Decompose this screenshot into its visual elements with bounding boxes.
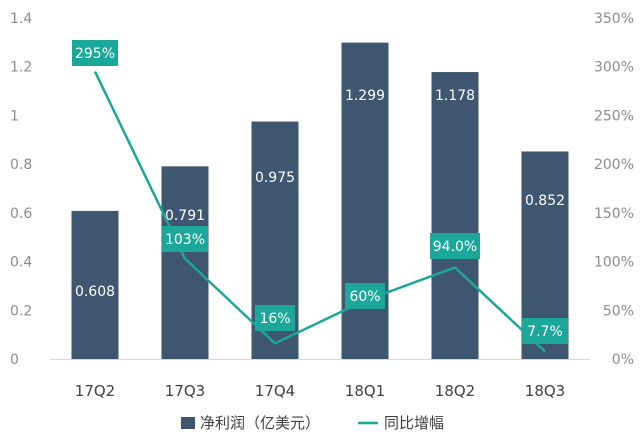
y-right-tick-label: 350% [594,11,634,27]
x-tick-label: 18Q3 [525,382,565,400]
bar-value-label: 0.608 [75,284,115,300]
growth-value-label: 16% [259,311,290,327]
growth-label-box [72,40,118,66]
y-right-tick-label: 100% [594,255,634,271]
y-right-tick-label: 200% [594,157,634,173]
growth-value-label: 60% [349,289,380,305]
legend-line-label: 同比增幅 [384,414,444,432]
legend-bar-swatch [181,417,195,429]
growth-label-box [345,283,385,309]
y-right-tick-label: 250% [594,108,634,124]
y-left-tick-label: 1 [10,108,19,124]
legend-bar-label: 净利润（亿美元） [200,414,320,432]
y-left-tick-label: 0.8 [10,157,32,173]
y-right-tick-label: 300% [594,60,634,76]
x-tick-label: 18Q2 [435,382,475,400]
y-left-tick-label: 1.4 [10,11,32,27]
growth-label-box [255,305,295,331]
growth-value-label: 94.0% [433,239,477,255]
bar-value-label: 0.791 [165,208,205,224]
bar-value-label: 1.178 [435,88,475,104]
y-right-tick-label: 50% [603,303,634,319]
y-right-tick-label: 150% [594,206,634,222]
bar-18Q2 [431,72,479,359]
bar-17Q3 [161,166,209,359]
x-tick-label: 17Q4 [255,382,295,400]
bar-value-label: 0.975 [255,170,295,186]
x-tick-label: 18Q1 [345,382,385,400]
growth-label-box [162,226,208,252]
growth-value-label: 103% [165,232,205,248]
y-left-tick-label: 0.2 [10,303,32,319]
bar-value-label: 1.299 [345,88,385,104]
growth-label-box [430,233,480,259]
y-left-tick-label: 0.4 [10,255,32,271]
y-left-tick-label: 0.6 [10,206,32,222]
x-tick-label: 17Q2 [75,382,115,400]
y-right-tick-label: 0% [612,352,634,368]
growth-value-label: 295% [75,46,115,62]
x-tick-label: 17Q3 [165,382,205,400]
bar-17Q2 [71,210,119,359]
growth-value-label: 7.7% [527,324,563,340]
y-left-tick-label: 0 [10,352,19,368]
y-left-tick-label: 1.2 [10,60,32,76]
growth-label-box [522,318,568,344]
bar-value-label: 0.852 [525,193,565,209]
